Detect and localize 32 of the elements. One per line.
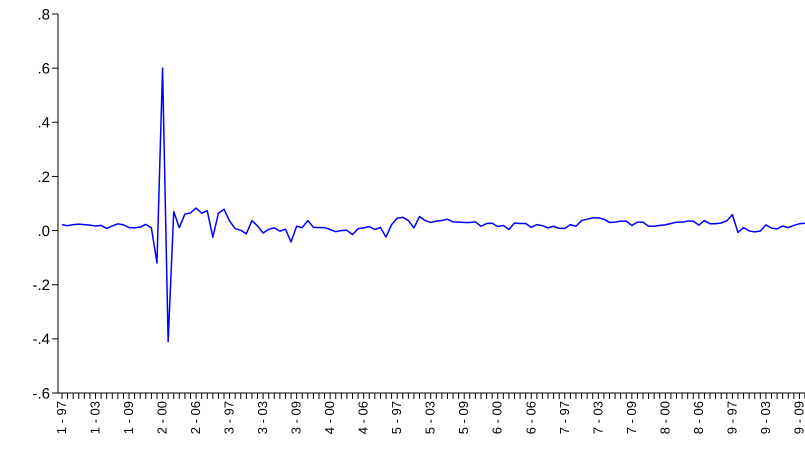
x-tick-label: 9 - 03 <box>758 401 773 434</box>
x-tick-label: 2 - 00 <box>154 401 170 434</box>
x-tick-label: 2 - 06 <box>188 401 204 434</box>
y-tick-label: .4 <box>37 114 50 132</box>
x-tick-label: 1 - 03 <box>88 401 103 434</box>
x-tick-label: 7 - 03 <box>590 401 606 434</box>
y-tick-label: .2 <box>37 168 50 186</box>
x-tick-label: 1 - 97 <box>54 401 69 434</box>
y-tick-label: .8 <box>37 6 50 24</box>
x-tick-label: 3 - 03 <box>255 401 270 434</box>
x-tick-label: 9 - 97 <box>724 401 740 434</box>
x-tick-label: 4 - 06 <box>356 401 371 434</box>
y-tick-label: .6 <box>37 60 50 78</box>
x-tick-label: 7 - 09 <box>624 401 639 434</box>
x-tick-label: 9 - 09 <box>791 401 805 434</box>
x-tick-label: 6 - 00 <box>490 401 505 434</box>
x-tick-label: 8 - 00 <box>657 401 672 434</box>
x-tick-label: 1 - 09 <box>121 401 136 434</box>
x-tick-label: 5 - 97 <box>389 401 404 434</box>
line-series <box>61 67 805 342</box>
y-tick-label: .0 <box>37 222 50 240</box>
x-tick-label: 5 - 03 <box>422 401 438 434</box>
x-tick-label: 8 - 06 <box>690 401 706 434</box>
y-tick-label: -.2 <box>32 277 50 294</box>
x-tick-label: 3 - 09 <box>288 401 304 434</box>
x-tick-label: 3 - 97 <box>222 401 237 434</box>
y-tick-label: -.6 <box>32 385 50 402</box>
x-tick-label: 7 - 97 <box>556 401 572 434</box>
x-tick-label: 5 - 09 <box>456 401 472 434</box>
y-tick-label: -.4 <box>32 331 50 348</box>
x-tick-label: 6 - 06 <box>523 401 538 434</box>
x-tick-label: 4 - 00 <box>322 401 338 434</box>
